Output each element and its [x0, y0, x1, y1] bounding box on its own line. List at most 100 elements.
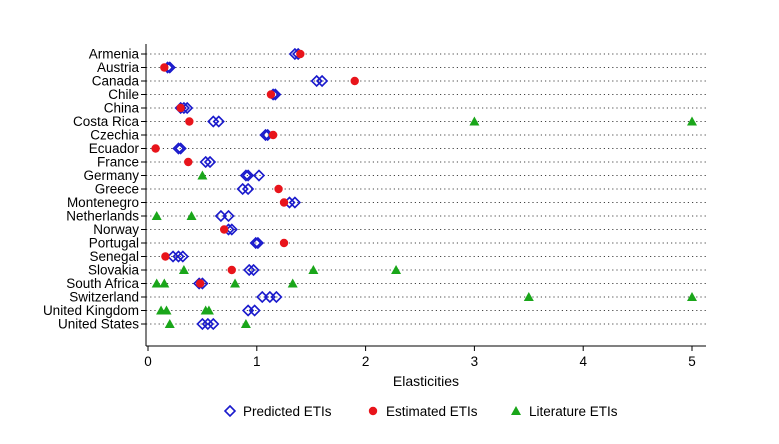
- legend-marker: [511, 406, 521, 415]
- y-tick-label: Armenia: [89, 47, 140, 62]
- data-point: [159, 278, 170, 288]
- data-point: [247, 263, 260, 277]
- y-tick-label: Chile: [108, 87, 139, 102]
- data-point: [151, 211, 162, 220]
- y-tick-label: Senegal: [89, 249, 139, 264]
- y-tick-label: Netherlands: [66, 209, 139, 224]
- y-tick-label: Slovakia: [88, 263, 140, 278]
- data-point: [259, 128, 272, 142]
- series-estimated-etis: [151, 49, 359, 288]
- data-point: [203, 305, 214, 315]
- data-point: [212, 115, 225, 128]
- x-tick-label: 3: [471, 354, 479, 369]
- data-point: [266, 90, 276, 99]
- data-point: [687, 116, 697, 126]
- data-point: [248, 304, 261, 317]
- data-point: [225, 223, 238, 236]
- x-tick-label: 0: [144, 354, 152, 369]
- data-point: [176, 250, 189, 263]
- y-tick-label: South Africa: [66, 276, 139, 291]
- data-point: [243, 263, 256, 277]
- data-point: [197, 170, 208, 180]
- data-point: [249, 236, 262, 250]
- y-tick-label: Ecuador: [89, 141, 140, 156]
- data-point: [315, 74, 329, 88]
- data-point: [186, 211, 197, 220]
- data-point: [196, 279, 205, 288]
- y-tick-label: Costa Rica: [73, 114, 140, 129]
- grid-lines: [146, 53, 706, 325]
- data-point: [350, 76, 359, 86]
- data-point: [274, 184, 283, 194]
- data-point: [199, 155, 212, 169]
- data-point: [172, 250, 185, 263]
- y-tick-label: Germany: [83, 168, 139, 183]
- data-point: [270, 290, 283, 304]
- y-tick-label: Greece: [95, 182, 139, 197]
- data-point: [288, 196, 302, 209]
- y-tick-label: France: [97, 155, 139, 170]
- data-point: [296, 49, 305, 59]
- y-tick-label: Switzerland: [69, 290, 139, 305]
- data-point: [166, 250, 180, 263]
- data-point: [310, 74, 323, 88]
- data-point: [196, 317, 209, 331]
- data-points: [151, 47, 697, 331]
- legend-marker: [223, 404, 237, 418]
- data-point: [241, 182, 255, 196]
- data-point: [151, 144, 160, 153]
- data-point: [252, 169, 266, 182]
- legend-marker: [368, 406, 378, 416]
- data-point: [222, 209, 235, 223]
- data-point: [160, 63, 169, 72]
- legend: Predicted ETIs Estimated ETIs Literature E…: [223, 404, 618, 419]
- data-point: [251, 236, 265, 250]
- y-tick-label: United States: [58, 317, 139, 332]
- data-point: [161, 305, 172, 315]
- legend-item: Literature ETIs: [511, 404, 618, 419]
- legend-label: Literature ETIs: [529, 404, 618, 419]
- series-literature-etis: [151, 116, 697, 328]
- data-point: [184, 157, 193, 167]
- legend-item: Predicted ETIs: [223, 404, 332, 419]
- data-point: [391, 265, 402, 274]
- y-tick-label: Canada: [92, 74, 140, 89]
- data-point: [240, 319, 251, 328]
- axes: [145, 44, 706, 347]
- data-point: [164, 319, 175, 328]
- data-point: [201, 317, 214, 331]
- data-point: [151, 278, 162, 288]
- x-tick-label: 4: [579, 354, 587, 369]
- data-point: [178, 265, 189, 274]
- data-point: [241, 169, 255, 182]
- x-tick-label: 2: [362, 354, 370, 369]
- data-point: [227, 265, 236, 275]
- x-tick-label: 5: [688, 354, 696, 369]
- y-tick-label: China: [104, 101, 140, 116]
- y-tick-label: Montenegro: [67, 195, 139, 210]
- data-point: [279, 198, 289, 207]
- y-tick-label: United Kingdom: [43, 303, 139, 318]
- data-point: [161, 252, 170, 261]
- legend-label: Estimated ETIs: [386, 404, 478, 419]
- data-point: [174, 142, 187, 155]
- data-point: [687, 292, 697, 301]
- legend-label: Predicted ETIs: [243, 404, 332, 419]
- data-point: [236, 182, 249, 196]
- data-point: [523, 292, 534, 301]
- data-point: [172, 142, 185, 155]
- x-tick-label: 1: [253, 354, 261, 369]
- x-axis-title: Elasticities: [393, 373, 459, 389]
- data-point: [469, 116, 480, 126]
- y-tick-label: Norway: [93, 222, 139, 237]
- y-tick-label: Czechia: [90, 128, 139, 143]
- data-point: [207, 115, 220, 128]
- data-point: [207, 317, 220, 331]
- legend-item: Estimated ETIs: [368, 404, 478, 419]
- y-tick-label: Austria: [97, 60, 140, 75]
- data-point: [308, 265, 319, 274]
- data-point: [219, 225, 229, 234]
- data-point: [230, 278, 241, 288]
